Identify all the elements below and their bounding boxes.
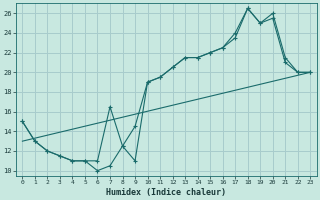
- X-axis label: Humidex (Indice chaleur): Humidex (Indice chaleur): [106, 188, 226, 197]
